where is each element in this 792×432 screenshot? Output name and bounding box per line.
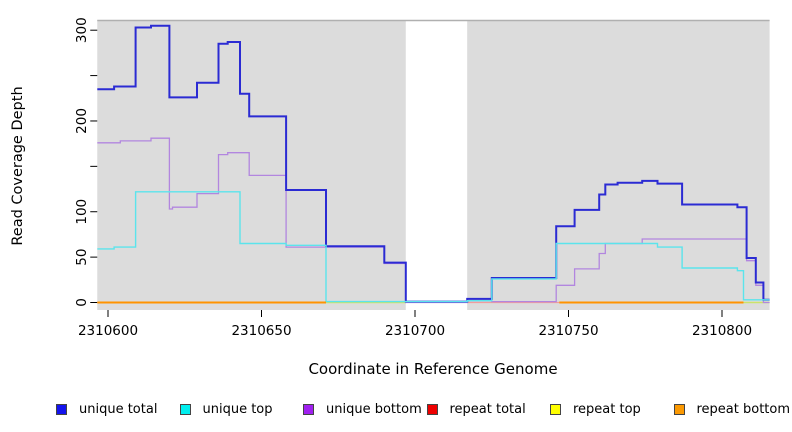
y-tick-label: 100 — [74, 199, 90, 225]
x-tick-label: 2310650 — [231, 323, 291, 339]
legend-label-repeat-bottom: repeat bottom — [696, 401, 791, 417]
legend-swatch-unique-top — [179, 403, 191, 415]
y-tick-label: 200 — [74, 108, 90, 134]
legend-label-unique-total: unique total — [79, 401, 158, 417]
y-axis-label: Read Coverage Depth — [10, 86, 26, 246]
x-tick-label: 2310700 — [385, 323, 445, 339]
legend-label-unique-top: unique top — [202, 401, 273, 417]
legend-item-repeat-top: repeat top — [550, 399, 641, 419]
series-line-unique-top — [97, 191, 770, 303]
legend-item-unique-top: unique top — [179, 399, 273, 419]
y-tick-label: 300 — [74, 17, 90, 43]
legend-swatch-repeat-top — [550, 403, 561, 415]
legend-label-repeat-total: repeat total — [449, 401, 526, 417]
legend-label-unique-bottom: unique bottom — [326, 401, 422, 417]
legend-item-unique-total: unique total — [56, 399, 157, 419]
legend: unique total unique top unique bottom repea… — [0, 399, 792, 423]
legend-swatch-repeat-total — [426, 403, 438, 415]
legend-item-unique-bottom: unique bottom — [303, 399, 422, 419]
plot-svg: 0 50 100 200 300 2310600 2310650 2310700 2310750… — [74, 17, 770, 339]
x-tick-label: 2310750 — [538, 323, 598, 339]
legend-swatch-unique-bottom — [303, 403, 314, 415]
x-axis-label: Coordinate in Reference Genome — [308, 360, 558, 378]
y-tick-label: 0 — [74, 298, 90, 307]
legend-item-repeat-total: repeat total — [426, 399, 526, 419]
x-tick-label: 2310800 — [692, 323, 752, 339]
x-tick-label: 2310600 — [78, 323, 138, 339]
y-tick-label: 50 — [74, 249, 90, 266]
legend-label-repeat-top: repeat top — [573, 401, 641, 417]
legend-item-repeat-bottom: repeat bottom — [673, 399, 791, 419]
masked-region — [405, 20, 468, 310]
legend-swatch-repeat-bottom — [673, 403, 685, 415]
legend-swatch-unique-total — [56, 403, 67, 415]
